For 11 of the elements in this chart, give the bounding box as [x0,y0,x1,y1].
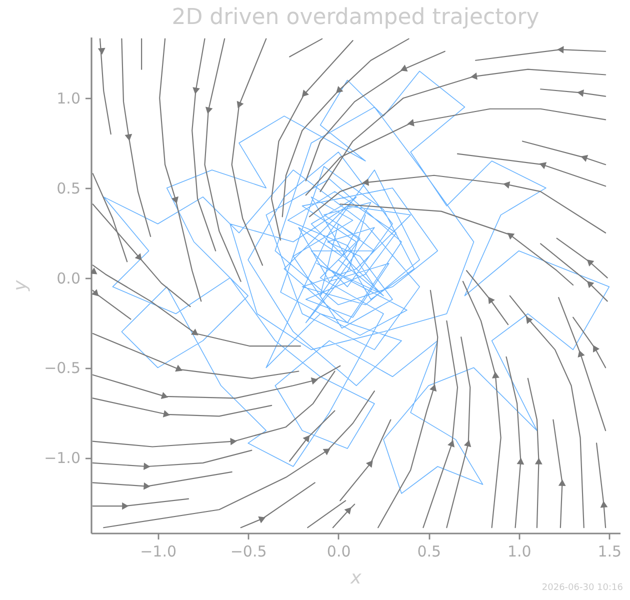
y-tick-label: 0.5 [56,179,80,198]
x-tick-label: 1.0 [507,542,532,560]
y-tick-label: 0.0 [56,269,80,288]
x-tick-label: −0.5 [230,542,267,560]
x-tick-label: 0.5 [417,542,442,560]
y-tick-label: −0.5 [44,359,80,378]
x-tick-label: 1.5 [598,542,622,560]
x-tick-label: −1.0 [140,542,177,560]
x-tick-label: 0.0 [326,542,351,560]
y-tick-label: −1.0 [44,449,80,468]
y-tick-label: 1.0 [56,90,80,108]
